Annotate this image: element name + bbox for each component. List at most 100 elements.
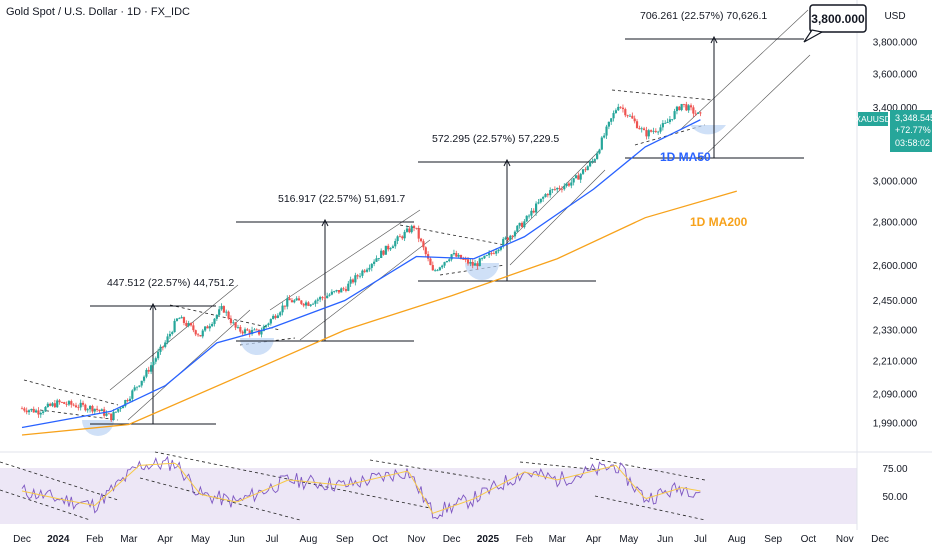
candle [96,405,99,413]
candle [635,119,639,129]
candle [253,327,256,331]
candle [53,399,56,408]
candle [300,300,303,306]
candle [520,221,524,228]
measure-label: 447.512 (22.57%) 44,751.2 [107,277,234,289]
candle [551,188,554,194]
candle [32,406,35,413]
candle [553,186,556,191]
candle [27,409,31,415]
candle [135,386,139,391]
candle [380,248,383,259]
candle [581,169,585,175]
time-tick-label: Apr [157,534,173,545]
candle [281,302,284,316]
candle [631,112,634,119]
candle [516,225,519,233]
candle [192,322,195,333]
candle [164,340,167,349]
candle [100,408,103,412]
candle [415,227,418,230]
candle [112,409,115,421]
candle [356,273,359,280]
price-tick-label: 2,600.000 [873,261,918,272]
price-tick-label: 2,330.000 [873,326,918,337]
candle [117,408,120,413]
candle [504,236,507,240]
candle [140,380,143,388]
candle [408,226,411,234]
candle [161,346,164,351]
candle [640,126,643,133]
candle [579,172,582,183]
candle [687,104,690,113]
candle [530,207,533,219]
candle [126,398,129,403]
candle [222,305,225,314]
candle [30,408,33,413]
candle [619,106,622,109]
time-tick-label: Nov [407,534,425,545]
time-tick-label: Jun [657,534,673,545]
candle [107,412,110,415]
time-tick-label: Dec [871,534,889,545]
candle [330,289,333,296]
price-change: +72.77% [895,125,931,135]
candle [91,404,94,414]
symbol-tag: XAUUSD [855,114,890,124]
last-price: 3,348.545 [895,113,932,123]
candle [668,116,672,125]
candle [389,247,392,251]
candle [286,295,289,310]
candle [215,314,218,322]
candle [344,286,348,293]
candle [185,320,188,327]
candle [323,295,326,300]
candle [412,224,416,232]
candle [166,333,169,345]
time-tick-label: Jul [694,534,707,545]
candle [211,322,214,328]
candle [70,399,73,408]
candle [692,105,695,118]
price-axis-ticks: 3,800.000 3,600.000 3,400.000 3,000.000 2,80… [873,38,918,430]
candle [659,124,662,134]
candle [532,208,535,214]
ma200-line [21,190,737,436]
candle [232,319,235,325]
candle [189,322,193,327]
candle [650,129,653,133]
candle [354,272,357,286]
time-tick-label: Oct [372,534,388,545]
candle [180,315,183,319]
candle [417,225,420,243]
candle [431,261,434,271]
candle [208,323,211,332]
time-tick-label: Mar [120,534,138,545]
candle [612,110,615,122]
time-tick-label: Jun [229,534,245,545]
candle [335,289,338,293]
candle [363,268,366,274]
candle [441,264,444,270]
candle [314,299,317,307]
target-callout[interactable]: 3,800.000 [803,4,867,43]
candle [429,256,432,266]
candle [452,249,456,256]
candle [42,409,45,415]
last-price-tag: XAUUSD 3,348.545 +72.77% 03:58:02 [855,110,932,152]
candle [77,404,80,411]
price-tick-label: 2,210.000 [873,357,918,368]
measure-label: 706.261 (22.57%) 70,626.1 [640,10,767,22]
candle [145,368,148,379]
candle [23,406,26,413]
candle [436,269,439,272]
candle [147,366,150,375]
candle [563,183,566,191]
candle [124,399,127,408]
candle [624,107,627,118]
price-tick-label: 2,800.000 [873,217,918,228]
candle [220,303,223,311]
